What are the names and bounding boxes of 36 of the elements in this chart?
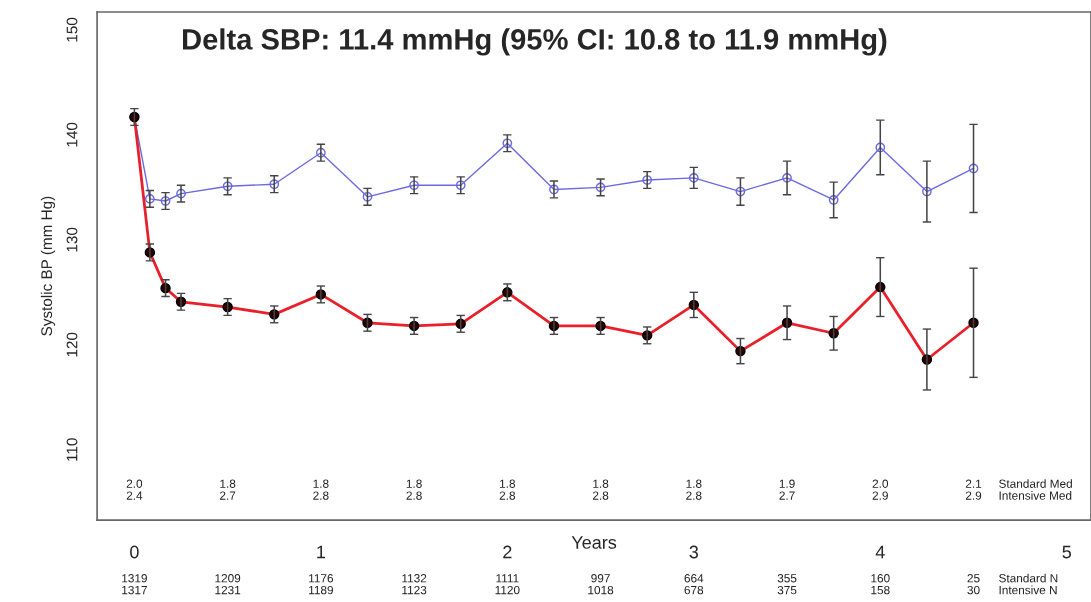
x-tick-label: 5 [1062,545,1072,559]
y-tick-label: 120 [66,332,78,357]
x-tick-label: 0 [130,545,139,559]
annotation: 2.0 2.9 [872,479,889,500]
text: 25 30 [967,574,980,595]
text: 1209 1231 [215,574,241,595]
x-tick-label: 2 [503,545,512,559]
text: 355 375 [777,574,797,595]
annotation: 1.8 2.8 [313,479,329,500]
text: 160 158 [871,574,890,595]
text: Standard N Intensive N [999,573,1058,595]
x-tick-label: 3 [689,545,699,559]
text: 997 1018 [588,574,614,595]
annotation: Standard Med Intensive Med [999,479,1072,500]
annotation: 2.0 2.4 [126,479,143,500]
annotation: 2.1 2.9 [965,479,982,500]
text: 1111 1120 [495,574,520,595]
y-tick-label: 110 [66,438,78,461]
y-tick-label: 150 [66,17,78,42]
y-axis-title: Systolic BP (mm Hg) [40,196,56,336]
y-tick-label: 140 [66,122,78,147]
x-tick-label: 4 [875,545,885,559]
x-axis-title: Years [571,536,617,549]
annotation: 1.8 2.8 [499,479,516,500]
annotation: 1.8 2.8 [406,479,422,500]
text: 664 678 [684,574,704,595]
annotation: 1.8 2.7 [220,479,236,500]
annotation: 1.8 2.8 [686,479,702,500]
annotation: 1.9 2.7 [779,479,795,500]
text: 1319 1317 [122,574,147,595]
text: 1132 1123 [402,574,427,595]
annotation: 1.8 2.8 [592,479,609,500]
text: 1176 1189 [309,574,334,595]
y-tick-label: 130 [66,227,78,252]
text: Delta SBP: 11.4 mmHg (95% CI: 10.8 to 11.9 mmHg) [183,28,887,56]
x-tick-label: 1 [317,545,326,559]
